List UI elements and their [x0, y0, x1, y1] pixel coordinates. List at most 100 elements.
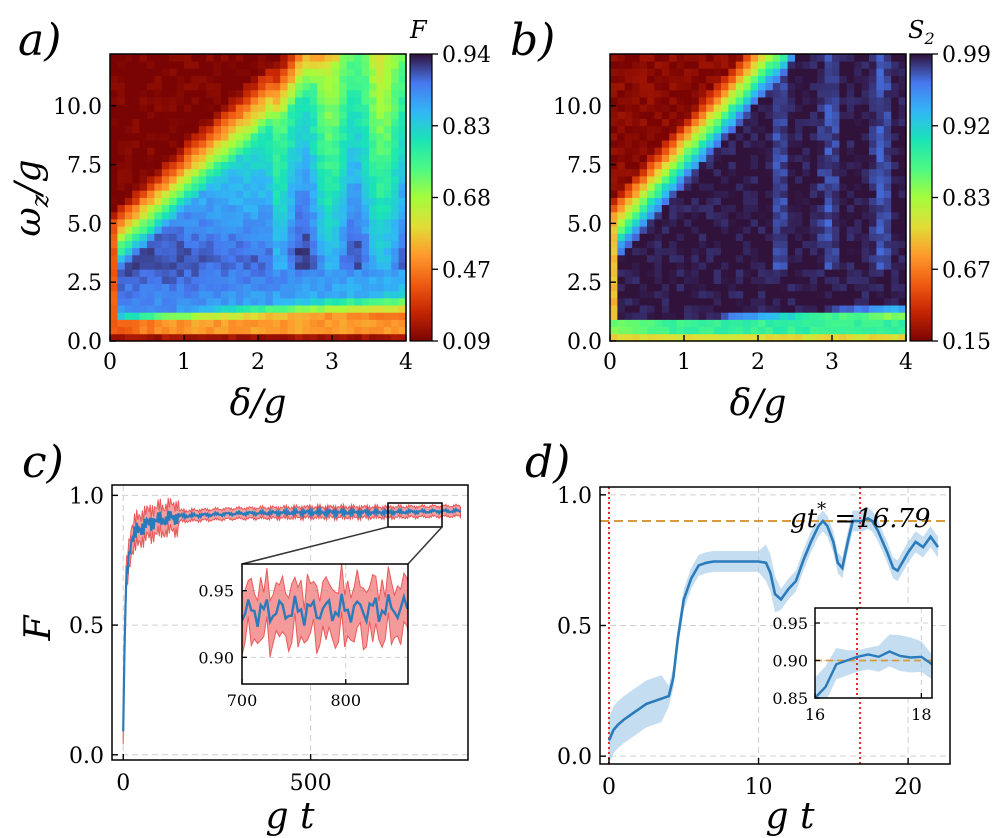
heatmap-b-cell [876, 118, 885, 127]
heatmap-a-cell [287, 305, 296, 313]
heatmap-a-cell [317, 319, 325, 328]
heatmap-b-cell [817, 183, 825, 191]
heatmap-b-cell [809, 168, 818, 177]
heatmap-a-cell [398, 168, 407, 177]
heatmap-a-cell [339, 82, 348, 91]
heatmap-b-cell [846, 183, 855, 191]
heatmap-b-cell [832, 140, 840, 148]
heatmap-a-cell [228, 125, 237, 134]
heatmap-b-cell [780, 233, 788, 241]
heatmap-a-cell [250, 154, 259, 163]
heatmap-a-cell [198, 247, 207, 256]
heatmap-b-cell [765, 75, 774, 84]
heatmap-a-cell [221, 118, 229, 127]
heatmap-a-cell [154, 290, 163, 299]
heatmap-a-cell [243, 197, 251, 206]
heatmap-a-cell [295, 326, 303, 335]
heatmap-b-cell [883, 305, 892, 313]
heatmap-b-cell [743, 154, 751, 163]
heatmap-b-cell [832, 154, 840, 163]
heatmap-b-cell [854, 305, 862, 313]
heatmap-b-cell [735, 161, 744, 170]
heatmap-b-cell [610, 132, 618, 141]
heatmap-b-cell [669, 54, 677, 62]
heatmap-b-cell [787, 175, 796, 184]
heatmap-a-cell [161, 132, 170, 141]
heatmap-b-cell [654, 82, 663, 91]
heatmap-a-cell [147, 297, 155, 306]
heatmap-a-cell [324, 326, 333, 335]
heatmap-a-cell [124, 54, 133, 62]
heatmap-a-cell [295, 305, 303, 313]
heatmap-a-cell [169, 140, 177, 148]
heatmap-b-cell [632, 226, 640, 234]
heatmap-a-cell [391, 240, 399, 249]
heatmap-a-cell [235, 211, 244, 220]
heatmap-a-cell [287, 211, 296, 220]
heatmap-a-cell [287, 104, 296, 112]
heatmap-b-cell [787, 333, 796, 342]
heatmap-b-cell [883, 175, 892, 184]
heatmap-b-cell [721, 254, 729, 263]
heatmap-b-cell [891, 305, 899, 313]
heatmap-b-cell [780, 104, 788, 112]
heatmap-a-cell [147, 61, 155, 69]
heatmap-b-cell [713, 175, 722, 184]
heatmap-b-cell [661, 111, 670, 119]
heatmap-a-cell [265, 89, 274, 98]
heatmap-a-cell [176, 75, 185, 84]
heatmap-a-cell [213, 219, 222, 227]
heatmap-b-cell [743, 319, 751, 328]
heatmap-a-cell [169, 204, 177, 213]
heatmap-b-cell [728, 68, 737, 76]
heatmap-b-cell [891, 82, 899, 91]
heatmap-a-cell [110, 54, 118, 62]
heatmap-a-cell [110, 333, 118, 342]
heatmap-a-cell [213, 154, 222, 163]
heatmap-b-cell [876, 269, 885, 277]
heatmap-a-cell [280, 82, 288, 91]
heatmap-b-cell [876, 276, 885, 285]
heatmap-b-cell [610, 154, 618, 163]
heatmap-b-cell [772, 111, 781, 119]
heatmap-a-cell [139, 312, 148, 320]
heatmap-b-cell [832, 254, 840, 263]
heatmap-a-cell [317, 125, 325, 134]
heatmap-a-cell [243, 226, 251, 234]
heatmap-b-cell [676, 226, 685, 234]
heatmap-a-cell [354, 111, 362, 119]
heatmap-a-cell [258, 111, 266, 119]
heatmap-a-cell [324, 61, 333, 69]
heatmap-a-cell [132, 283, 140, 292]
heatmap-a-cell [280, 111, 288, 119]
heatmap-b-cell [654, 68, 663, 76]
heatmap-b-cell [758, 312, 766, 320]
heatmap-b-cell [698, 190, 707, 198]
heatmap-a-cell [198, 111, 207, 119]
heatmap-a-cell [161, 240, 170, 249]
heatmap-b-cell [869, 54, 877, 62]
heatmap-b-cell [735, 97, 744, 105]
heatmap-b-cell [758, 290, 766, 299]
heatmap-b-cell [861, 254, 870, 263]
heatmap-b-cell [610, 61, 618, 69]
heatmap-b-cell [869, 326, 877, 335]
heatmap-a-cell [250, 97, 259, 105]
heatmap-b-cell [610, 297, 618, 306]
heatmap-b-cell [676, 247, 685, 256]
heatmap-b-cell [765, 68, 774, 76]
heatmap-a-cell [398, 61, 407, 69]
heatmap-b-cell [898, 82, 907, 91]
heatmap-b-cell [883, 111, 892, 119]
heatmap-b-cell [669, 290, 677, 299]
heatmap-b-cell [743, 111, 751, 119]
heatmap-b-cell [787, 82, 796, 91]
colorbar-b-tick-label: 0.15 [942, 330, 991, 355]
heatmap-a-cell [184, 297, 192, 306]
inset-c-band [242, 564, 408, 658]
heatmap-a-cell [287, 82, 296, 91]
heatmap-a-cell [117, 276, 126, 285]
heatmap-b-cell [669, 197, 677, 206]
heatmap-a-cell [302, 118, 311, 127]
heatmap-a-cell [213, 276, 222, 285]
